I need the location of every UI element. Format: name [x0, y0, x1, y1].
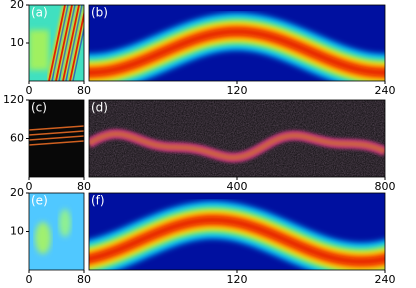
y-tick-label: 120 — [3, 93, 24, 106]
x-tick-label: 0 — [26, 273, 33, 286]
heatmap-image — [89, 193, 385, 270]
x-tick-label: 0 — [26, 84, 33, 97]
stripe — [29, 135, 84, 141]
heatmap-image — [29, 100, 84, 177]
x-tick-label: 0 — [26, 180, 33, 193]
patch — [59, 209, 71, 237]
heatmap-image — [89, 100, 385, 177]
panel-label: (b) — [91, 6, 108, 20]
intensity-band — [89, 28, 385, 76]
signal — [89, 131, 385, 161]
y-tick-label: 10 — [10, 225, 24, 238]
x-tick-label: 400 — [227, 180, 248, 193]
heatmap-content — [29, 100, 84, 177]
x-tick-label: 800 — [375, 180, 396, 193]
heatmap-image — [29, 193, 84, 270]
stripe — [29, 130, 84, 136]
patch — [29, 30, 49, 70]
panel-label: (e) — [31, 194, 48, 208]
panel-label: (a) — [31, 6, 48, 20]
stripe — [72, 25, 84, 81]
x-tick-label: 240 — [375, 84, 396, 97]
x-tick-label: 80 — [77, 84, 91, 97]
heatmap-image — [89, 5, 385, 81]
x-tick-label: 80 — [77, 180, 91, 193]
heatmap-content — [89, 193, 385, 270]
stripe — [55, 5, 73, 81]
stripe — [62, 5, 80, 81]
stripe — [51, 5, 69, 81]
heatmap-image — [29, 5, 84, 81]
heatmap-content — [89, 100, 385, 177]
patch — [35, 222, 51, 254]
stripe — [48, 5, 66, 81]
stripe — [29, 125, 84, 131]
x-tick-label: 80 — [77, 273, 91, 286]
panel-label: (f) — [91, 194, 105, 208]
panel-label: (c) — [31, 101, 47, 115]
stripe — [58, 5, 76, 81]
stripe — [29, 140, 84, 146]
panel-label: (d) — [91, 101, 108, 115]
heatmap-content — [29, 193, 84, 270]
stripe — [69, 10, 84, 81]
y-tick-label: 60 — [10, 132, 24, 145]
y-tick-label: 10 — [10, 36, 24, 49]
heatmap-content — [29, 5, 84, 81]
y-tick-label: 20 — [10, 186, 24, 199]
heatmap-content — [89, 5, 385, 81]
x-tick-label: 120 — [227, 273, 248, 286]
x-tick-label: 240 — [375, 273, 396, 286]
stripe — [65, 5, 83, 81]
x-tick-label: 120 — [227, 84, 248, 97]
y-tick-label: 20 — [10, 0, 24, 11]
intensity-band — [89, 217, 385, 265]
